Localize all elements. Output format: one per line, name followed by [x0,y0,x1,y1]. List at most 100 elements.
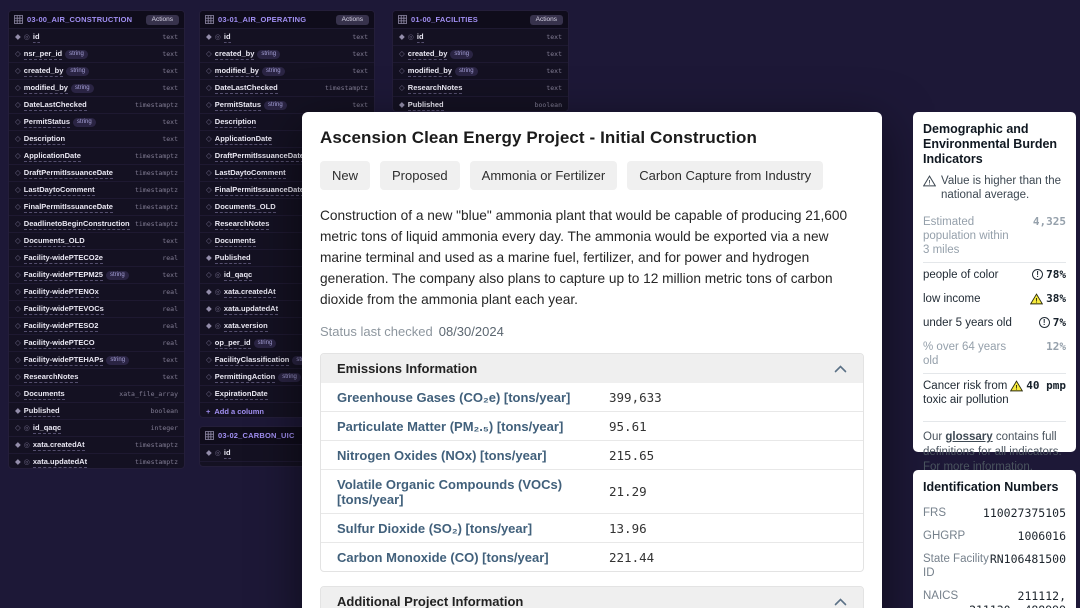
db-column-row[interactable]: ◆ ◇ ◎ PermittingAction string [200,368,374,385]
column-name[interactable]: DraftPermitIssuanceDate [214,150,304,162]
emissions-section-header[interactable]: Emissions Information [321,354,863,383]
db-column-row[interactable]: ◆ ◇ ◎ id text [393,28,568,45]
db-column-row[interactable]: ◆ ◇ ◎ modified_by string text [393,62,568,79]
column-name[interactable]: created_by [23,65,64,77]
column-name[interactable]: xata.createdAt [223,286,276,298]
db-column-row[interactable]: ◆ ◇ ◎ Published boolean [9,402,184,419]
column-name[interactable]: id_qaqc [223,269,253,281]
db-column-row[interactable]: ◆ ◇ ◎ Documents_OLD text [9,232,184,249]
column-name[interactable]: Facility-widePTEPM25 [23,269,103,281]
db-column-row[interactable]: ◆ ◇ ◎ Facility-widePTEVOCs real [9,300,184,317]
column-name[interactable]: Published [23,405,60,417]
column-name[interactable]: ApplicationDate [23,150,81,162]
column-name[interactable]: modified_by [23,82,68,94]
db-column-row[interactable]: ◆ ◇ ◎ created_by string text [393,45,568,62]
column-name[interactable]: xata.updatedAt [223,303,279,315]
db-column-row[interactable]: ◆ ◇ ◎ created_by string text [200,45,374,62]
column-name[interactable]: Facility-widePTESO2 [23,320,99,332]
db-column-row[interactable]: ◆ ◇ ◎ PermitStatus string text [9,113,184,130]
column-name[interactable]: DraftPermitIssuanceDate [23,167,113,179]
db-column-row[interactable]: ◆ ◇ ◎ DateLastChecked timestamptz [200,79,374,96]
column-name[interactable]: xata.createdAt [32,439,85,451]
column-name[interactable]: ResearchNotes [214,218,270,230]
db-column-row[interactable]: ◆ ◇ ◎ Description text [9,130,184,147]
glossary-link[interactable]: glossary [945,431,993,443]
column-name[interactable]: FinalPermitIssuanceDate [23,201,113,213]
db-table-header[interactable]: 01-00_FACILITIES Actions [393,11,568,28]
column-name[interactable]: FacilityClassification [214,354,290,366]
column-name[interactable]: ApplicationDate [214,133,272,145]
db-column-row[interactable]: ◆ ◇ ◎ id text [200,28,374,45]
db-column-row[interactable]: ◆ ◇ ◎ modified_by string text [200,62,374,79]
db-column-row[interactable]: ◆ ◇ ◎ ResearchNotes text [393,79,568,96]
column-name[interactable]: Documents [214,235,256,247]
db-column-row[interactable]: ◆ ◇ ◎ Description [200,113,374,130]
db-column-row[interactable]: ◆ ◇ ◎ Documents_OLD [200,198,374,215]
column-name[interactable]: LastDaytoComment [214,167,286,179]
db-column-row[interactable]: ◆ ◇ ◎ Documents xata_file_array [9,385,184,402]
column-name[interactable]: id [223,31,231,43]
column-name[interactable]: ResearchNotes [23,371,79,383]
db-column-row[interactable]: ◆ ◇ ◎ ResearchNotes text [9,368,184,385]
db-column-row[interactable]: ◆ ◇ ◎ xata.version [200,317,374,334]
additional-section-header[interactable]: Additional Project Information [321,587,863,608]
column-name[interactable]: DateLastChecked [23,99,87,111]
db-column-row[interactable]: ◆ ◇ ◎ Facility-widePTECO2e real [9,249,184,266]
db-column-row[interactable]: ◆ ◇ ◎ nsr_per_id string text [9,45,184,62]
column-name[interactable]: ResearchNotes [407,82,463,94]
db-column-row[interactable]: ◆ ◇ ◎ xata.updatedAt timestamptz [9,453,184,468]
column-name[interactable]: PermitStatus [214,99,262,111]
column-name[interactable]: op_per_id [214,337,251,349]
db-column-row[interactable]: ◆ ◇ ◎ DraftPermitIssuanceDate [200,147,374,164]
db-column-row[interactable]: ◆ ◇ ◎ id_qaqc integer [9,419,184,436]
column-name[interactable]: Facility-widePTECO2e [23,252,103,264]
db-column-row[interactable]: ◆ ◇ ◎ Facility-widePTECO real [9,334,184,351]
db-column-row[interactable]: ◆ ◇ ◎ id text [9,28,184,45]
column-name[interactable]: Facility-widePTEVOCs [23,303,104,315]
column-name[interactable]: id_qaqc [32,422,62,434]
column-name[interactable]: Facility-widePTEHAPs [23,354,104,366]
column-name[interactable]: Published [214,252,251,264]
column-name[interactable]: LastDaytoComment [23,184,95,196]
db-column-row[interactable]: ◆ ◇ ◎ xata.createdAt timestamptz [9,436,184,453]
db-column-row[interactable]: ◆ ◇ ◎ xata.createdAt [200,283,374,300]
db-column-row[interactable]: ◆ ◇ ◎ ExpirationDate [200,385,374,402]
db-column-row[interactable]: ◆ ◇ ◎ LastDaytoComment [200,164,374,181]
db-column-row[interactable]: ◆ ◇ ◎ FinalPermitIssuanceDate timestampt… [9,198,184,215]
column-name[interactable]: Documents_OLD [23,235,85,247]
actions-button[interactable]: Actions [335,14,369,25]
db-column-row[interactable]: ◆ ◇ ◎ id [200,444,374,461]
db-column-row[interactable]: ◆ ◇ ◎ op_per_id string [200,334,374,351]
db-column-row[interactable]: ◆ ◇ ◎ Facility-widePTEPM25 string text [9,266,184,283]
column-name[interactable]: Documents_OLD [214,201,276,213]
db-column-row[interactable]: ◆ ◇ ◎ Documents [200,232,374,249]
column-name[interactable]: created_by [214,48,255,60]
column-name[interactable]: FinalPermitIssuanceDate [214,184,304,196]
column-name[interactable]: modified_by [214,65,259,77]
db-column-row[interactable]: ◆ ◇ ◎ PermitStatus string text [200,96,374,113]
chevron-up-icon[interactable] [834,597,847,606]
column-name[interactable]: modified_by [407,65,452,77]
column-name[interactable]: created_by [407,48,448,60]
db-column-row[interactable]: ◆ ◇ ◎ [200,461,374,466]
column-name[interactable]: PermittingAction [214,371,276,383]
db-column-row[interactable]: ◆ ◇ ◎ modified_by string text [9,79,184,96]
chevron-up-icon[interactable] [834,364,847,373]
db-column-row[interactable]: ◆ ◇ ◎ Published [200,249,374,266]
actions-button[interactable]: Actions [145,14,179,25]
db-column-row[interactable]: ◆ ◇ ◎ Facility-widePTEHAPs string text [9,351,184,368]
db-column-row[interactable]: ◆ ◇ ◎ ResearchNotes [200,215,374,232]
column-name[interactable]: id [32,31,40,43]
db-column-row[interactable]: ◆ ◇ ◎ Facility-widePTENOx real [9,283,184,300]
column-name[interactable]: DateLastChecked [214,82,278,94]
column-name[interactable]: xata.version [223,320,268,332]
db-column-row[interactable]: ◆ ◇ ◎ id_qaqc [200,266,374,283]
column-name[interactable]: PermitStatus [23,116,71,128]
db-column-row[interactable]: ◆ ◇ ◎ LastDaytoComment timestamptz [9,181,184,198]
db-column-row[interactable]: ◆ ◇ ◎ xata.updatedAt [200,300,374,317]
column-name[interactable]: id [223,447,231,459]
add-column-button[interactable]: + Add a column [200,402,374,417]
column-name[interactable]: xata.updatedAt [32,456,88,468]
db-column-row[interactable]: ◆ ◇ ◎ DateLastChecked timestamptz [9,96,184,113]
column-name[interactable]: ExpirationDate [214,388,268,400]
